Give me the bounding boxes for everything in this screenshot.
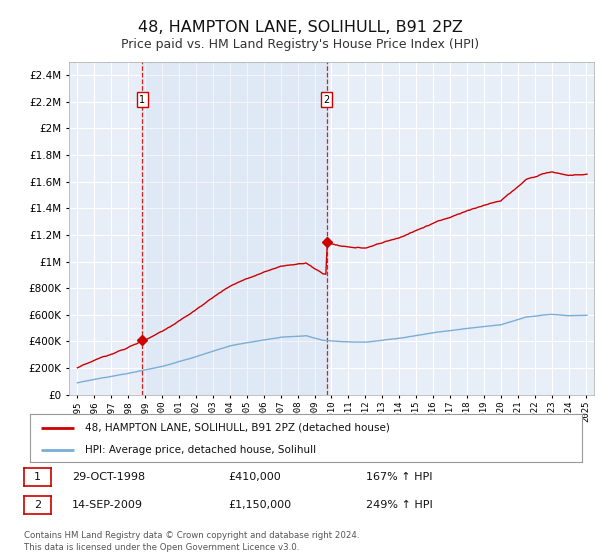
Text: £1,150,000: £1,150,000 bbox=[228, 500, 291, 510]
Text: This data is licensed under the Open Government Licence v3.0.: This data is licensed under the Open Gov… bbox=[24, 543, 299, 552]
Text: 29-OCT-1998: 29-OCT-1998 bbox=[72, 472, 145, 482]
Text: 1: 1 bbox=[139, 95, 145, 105]
Text: 2: 2 bbox=[34, 500, 41, 510]
Text: Contains HM Land Registry data © Crown copyright and database right 2024.: Contains HM Land Registry data © Crown c… bbox=[24, 531, 359, 540]
Text: 48, HAMPTON LANE, SOLIHULL, B91 2PZ (detached house): 48, HAMPTON LANE, SOLIHULL, B91 2PZ (det… bbox=[85, 423, 390, 433]
Bar bbox=[142, 62, 326, 395]
Text: 48, HAMPTON LANE, SOLIHULL, B91 2PZ: 48, HAMPTON LANE, SOLIHULL, B91 2PZ bbox=[137, 20, 463, 35]
Text: HPI: Average price, detached house, Solihull: HPI: Average price, detached house, Soli… bbox=[85, 445, 316, 455]
Text: 2: 2 bbox=[323, 95, 330, 105]
Text: £410,000: £410,000 bbox=[228, 472, 281, 482]
Text: 14-SEP-2009: 14-SEP-2009 bbox=[72, 500, 143, 510]
Text: 167% ↑ HPI: 167% ↑ HPI bbox=[366, 472, 433, 482]
Text: 249% ↑ HPI: 249% ↑ HPI bbox=[366, 500, 433, 510]
Text: 1: 1 bbox=[34, 472, 41, 482]
Text: Price paid vs. HM Land Registry's House Price Index (HPI): Price paid vs. HM Land Registry's House … bbox=[121, 38, 479, 50]
